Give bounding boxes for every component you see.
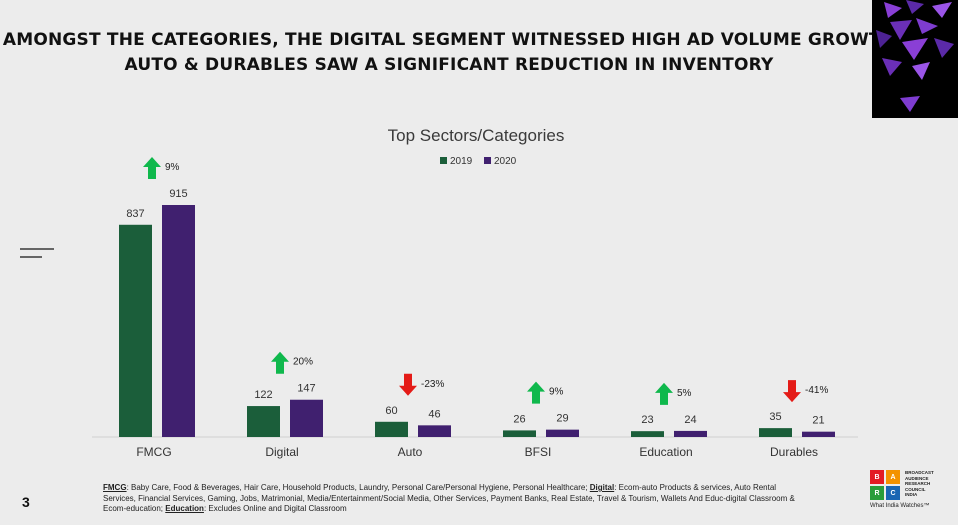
data-label-auto-2019: 60 xyxy=(385,405,397,417)
legend-swatch-2020 xyxy=(484,157,491,164)
bar-chart: Top Sectors/Categories 2019 2020 837 915 FMCG… xyxy=(92,126,858,459)
bar-fmcg-2019 xyxy=(119,224,152,437)
bar-auto-2019 xyxy=(375,421,408,437)
data-label-fmcg-2019: 837 xyxy=(126,208,144,220)
footnote: FMCG: Baby Care, Food & Beverages, Hair … xyxy=(103,483,803,515)
decorative-triangles xyxy=(872,0,958,118)
bar-education-2020 xyxy=(674,430,707,437)
legend-label-2019: 2019 xyxy=(450,156,473,167)
logo-name-line: RESEARCH xyxy=(905,481,931,486)
logo-letter-r: R xyxy=(870,486,884,500)
logo-name-line: INDIA xyxy=(905,492,918,497)
page-number: 3 xyxy=(22,494,30,510)
logo-letter-c: C xyxy=(886,486,900,500)
headline-line-1: AMONGST THE CATEGORIES, THE DIGITAL SEGM… xyxy=(2,30,896,50)
growth-label-education: 5% xyxy=(677,388,692,399)
bar-education-2019 xyxy=(631,431,664,437)
headline-line-2: AUTO & DURABLES SAW A SIGNIFICANT REDUCT… xyxy=(124,55,774,75)
logo-name-line: AUDIENCE xyxy=(905,475,929,481)
logo-letter-b: B xyxy=(870,470,884,484)
data-label-durables-2019: 35 xyxy=(769,411,781,423)
bar-auto-2020 xyxy=(418,425,451,437)
tick-label-fmcg: FMCG xyxy=(136,445,171,459)
tick-label-education: Education xyxy=(639,445,692,459)
bar-bfsi-2019 xyxy=(503,430,536,437)
logo-tagline: What India Watches™ xyxy=(870,503,930,509)
data-label-education-2019: 23 xyxy=(641,414,653,426)
chart-title: Top Sectors/Categories xyxy=(388,126,565,145)
data-label-digital-2019: 122 xyxy=(254,389,272,401)
headline: AMONGST THE CATEGORIES, THE DIGITAL SEGM… xyxy=(0,28,898,78)
bar-fmcg-2020 xyxy=(162,205,195,437)
footnote-fmcg-text: : Baby Care, Food & Beverages, Hair Care… xyxy=(126,483,590,492)
tick-label-durables: Durables xyxy=(770,445,818,459)
data-label-auto-2020: 46 xyxy=(428,408,440,420)
legend-swatch-2019 xyxy=(440,157,447,164)
growth-arrow-durables xyxy=(783,380,801,403)
logo-letter-a: A xyxy=(886,470,900,484)
logo-name-line: BROADCAST xyxy=(905,470,934,475)
bar-digital-2019 xyxy=(247,406,280,437)
bar-durables-2020 xyxy=(802,431,835,437)
slide-marker xyxy=(20,248,54,264)
bar-durables-2019 xyxy=(759,428,792,437)
growth-arrow-auto xyxy=(399,373,417,396)
footnote-fmcg-label: FMCG xyxy=(103,483,127,492)
growth-label-digital: 20% xyxy=(293,357,313,368)
growth-label-bfsi: 9% xyxy=(549,387,564,398)
growth-label-auto: -23% xyxy=(421,379,444,390)
data-label-bfsi-2020: 29 xyxy=(556,413,568,425)
data-label-fmcg-2020: 915 xyxy=(169,188,187,200)
tick-label-digital: Digital xyxy=(265,445,298,459)
tick-label-bfsi: BFSI xyxy=(525,445,552,459)
logo-org-name: BROADCAST AUDIENCE RESEARCH COUNCIL INDI… xyxy=(905,470,934,498)
legend-label-2020: 2020 xyxy=(494,156,517,167)
logo-name-line: COUNCIL xyxy=(905,486,926,492)
footnote-education-label: Education xyxy=(165,504,204,513)
bar-bfsi-2020 xyxy=(546,429,579,437)
growth-arrow-fmcg xyxy=(143,157,161,179)
growth-arrow-digital xyxy=(271,351,289,374)
data-label-durables-2020: 21 xyxy=(812,415,824,427)
growth-label-durables: -41% xyxy=(805,385,828,396)
logo-letter-grid: B A R C xyxy=(870,470,900,500)
growth-arrow-education xyxy=(655,382,673,405)
footnote-digital-label: Digital xyxy=(589,483,615,492)
tick-label-auto: Auto xyxy=(398,445,423,459)
footnote-education-text: : Excludes Online and Digital Classroom xyxy=(203,504,347,513)
data-label-digital-2020: 147 xyxy=(297,383,315,395)
growth-label-fmcg: 9% xyxy=(165,162,180,173)
growth-arrow-bfsi xyxy=(527,381,545,404)
barc-logo: B A R C BROADCAST AUDIENCE RESEARCH COUN… xyxy=(870,470,950,509)
footnote-digital-text: : Ecom-auto Products & services, Auto Re… xyxy=(103,483,795,513)
data-label-education-2020: 24 xyxy=(684,414,696,426)
bar-digital-2020 xyxy=(290,399,323,437)
data-label-bfsi-2019: 26 xyxy=(513,413,525,425)
